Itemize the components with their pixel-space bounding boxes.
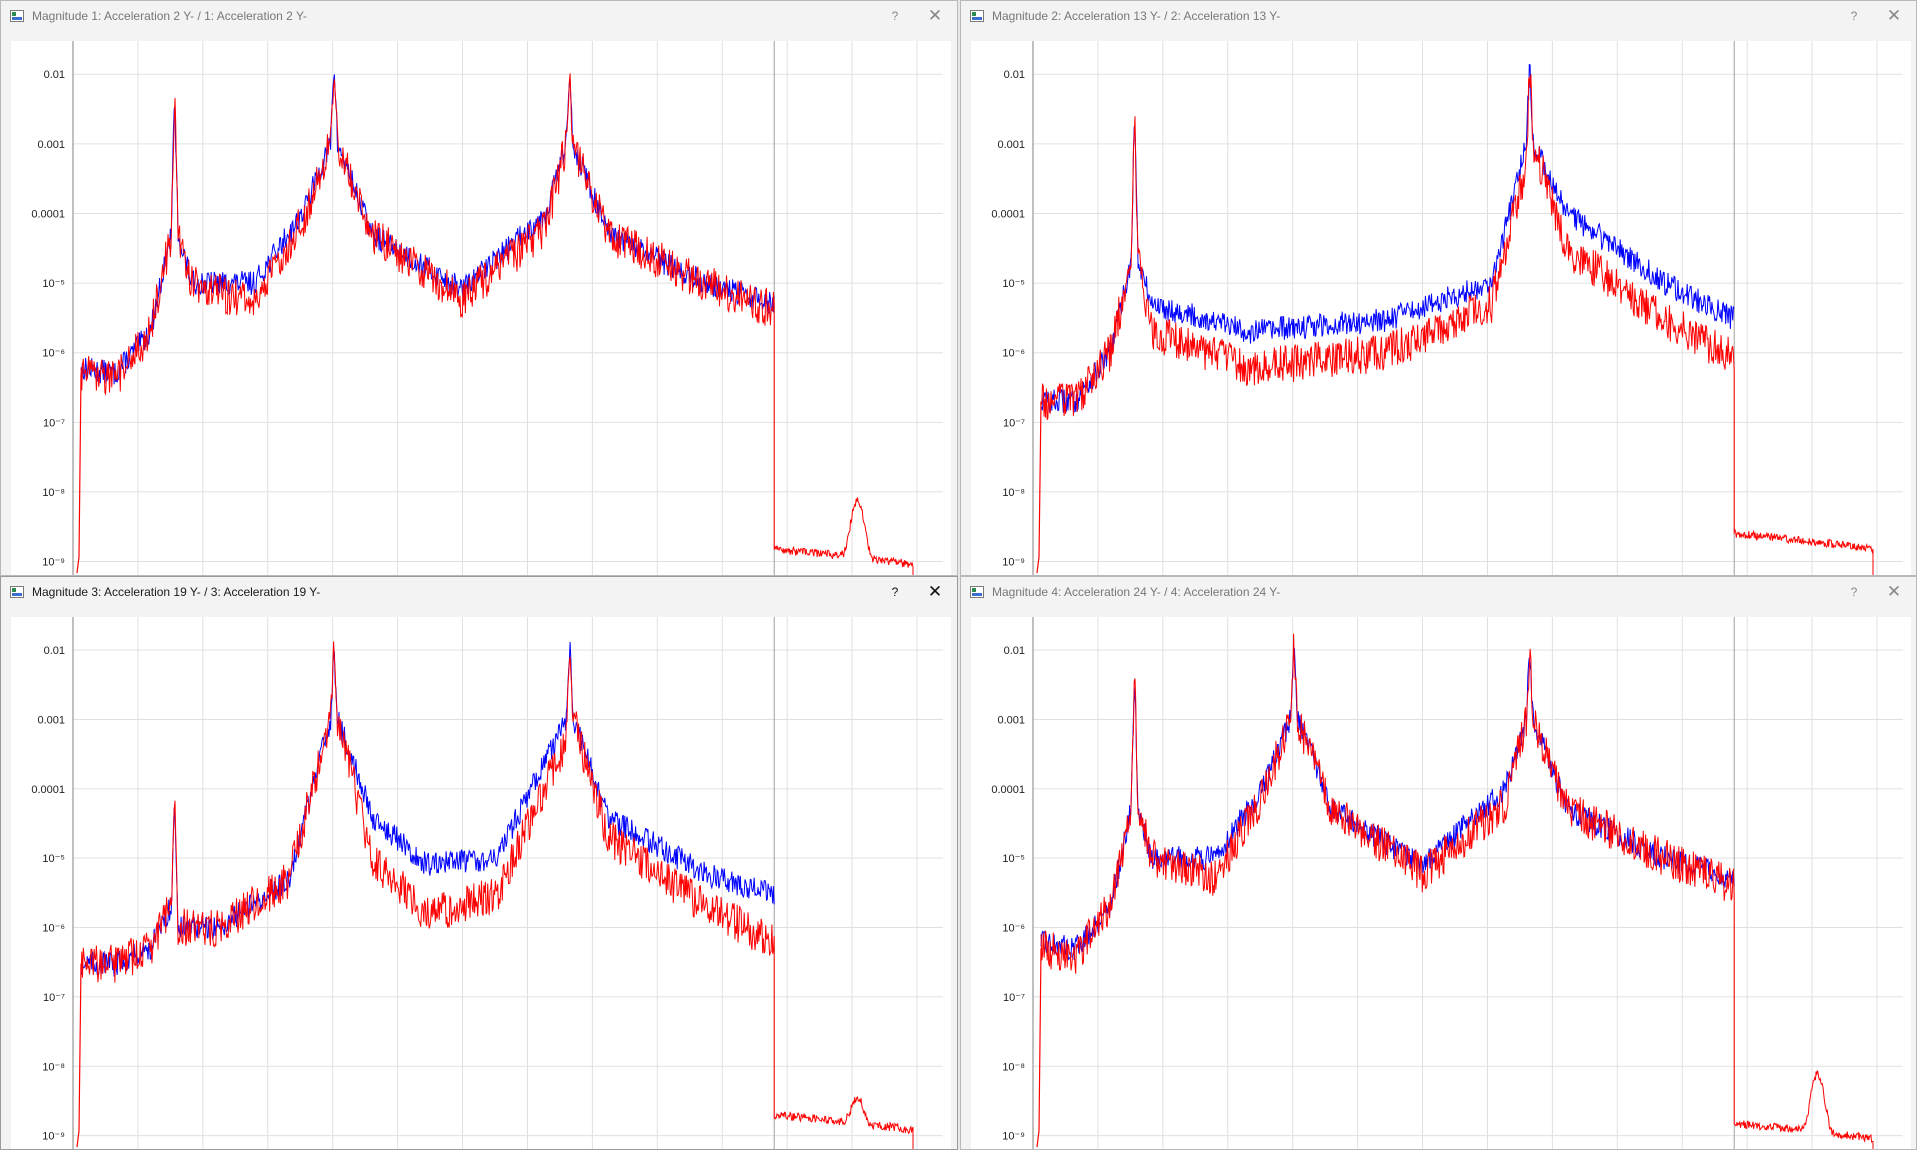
y-tick-label: 10⁻⁵ — [1002, 278, 1025, 290]
magnitude-chart: 0.01 0.001 0.0001 10⁻⁵ 10⁻⁶ 10⁻⁷ 10⁻⁸ 10⁻⁹ — [991, 617, 1903, 1149]
chart-area[interactable]: 0.01 0.001 0.0001 10⁻⁵ 10⁻⁶ 10⁻⁷ 10⁻⁸ 10⁻⁹ — [11, 617, 951, 1149]
series-blue-line — [1040, 647, 1735, 961]
plot-window-4[interactable]: Magnitude 4: Acceleration 24 Y- / 4: Acc… — [960, 576, 1917, 1150]
y-tick-label: 10⁻⁸ — [42, 487, 65, 499]
chart-area[interactable]: 0.01 0.001 0.0001 10⁻⁵ 10⁻⁶ 10⁻⁷ 10⁻⁸ 10⁻⁹ — [971, 617, 1911, 1149]
y-tick-label: 10⁻⁹ — [42, 557, 65, 569]
window-titlebar[interactable]: Magnitude 1: Acceleration 2 Y- / 1: Acce… — [1, 1, 957, 31]
y-tick-label: 10⁻⁷ — [43, 417, 65, 429]
y-tick-label: 0.0001 — [991, 784, 1025, 796]
y-tick-label: 10⁻⁵ — [42, 853, 65, 865]
app-icon — [10, 10, 24, 22]
plot-window-1[interactable]: Magnitude 1: Acceleration 2 Y- / 1: Acce… — [0, 0, 958, 576]
help-button[interactable]: ? — [1850, 9, 1858, 23]
magnitude-chart: 0.01 0.001 0.0001 10⁻⁵ 10⁻⁶ 10⁻⁷ 10⁻⁸ 10⁻⁹ — [991, 41, 1903, 575]
series-red-line — [80, 73, 914, 575]
y-tick-label: 10⁻⁶ — [1002, 923, 1025, 935]
y-tick-label: 10⁻⁸ — [1002, 487, 1025, 499]
series-blue-line — [80, 641, 775, 978]
app-icon — [970, 10, 984, 22]
app-icon — [10, 586, 24, 598]
plot-window-3[interactable]: Magnitude 3: Acceleration 19 Y- / 3: Acc… — [0, 576, 958, 1150]
chart-area[interactable]: 0.01 0.001 0.0001 10⁻⁵ 10⁻⁶ 10⁻⁷ 10⁻⁸ 10⁻⁹ — [11, 41, 951, 575]
y-tick-label: 10⁻⁶ — [1002, 348, 1025, 360]
y-tick-label: 10⁻⁹ — [1002, 557, 1025, 569]
y-tick-label: 10⁻⁹ — [1002, 1131, 1025, 1143]
help-button[interactable]: ? — [891, 9, 899, 23]
y-tick-label: 10⁻⁵ — [42, 278, 65, 290]
close-button[interactable]: ✕ — [927, 582, 943, 601]
chart-area[interactable]: 0.01 0.001 0.0001 10⁻⁵ 10⁻⁶ 10⁻⁷ 10⁻⁸ 10⁻⁹ — [971, 41, 1911, 575]
help-button[interactable]: ? — [891, 585, 899, 599]
window-title: Magnitude 4: Acceleration 24 Y- / 4: Acc… — [992, 585, 1281, 599]
y-tick-label: 0.001 — [997, 714, 1025, 726]
y-tick-label: 0.01 — [44, 645, 65, 657]
y-tick-label: 0.01 — [44, 69, 65, 81]
magnitude-chart: 0.01 0.001 0.0001 10⁻⁵ 10⁻⁶ 10⁻⁷ 10⁻⁸ 10⁻⁹ — [31, 41, 943, 575]
series-red-line — [80, 641, 914, 1149]
y-tick-label: 10⁻⁹ — [42, 1131, 65, 1143]
help-button[interactable]: ? — [1850, 585, 1858, 599]
y-tick-label: 0.001 — [997, 139, 1025, 151]
y-tick-label: 0.0001 — [31, 784, 65, 796]
y-tick-label: 0.001 — [37, 139, 65, 151]
window-titlebar[interactable]: Magnitude 4: Acceleration 24 Y- / 4: Acc… — [961, 577, 1916, 607]
window-title: Magnitude 2: Acceleration 13 Y- / 2: Acc… — [992, 9, 1281, 23]
window-title: Magnitude 1: Acceleration 2 Y- / 1: Acce… — [32, 9, 307, 23]
y-tick-label: 10⁻⁷ — [1003, 417, 1025, 429]
y-tick-label: 0.0001 — [31, 208, 65, 220]
window-titlebar[interactable]: Magnitude 2: Acceleration 13 Y- / 2: Acc… — [961, 1, 1916, 31]
magnitude-chart: 0.01 0.001 0.0001 10⁻⁵ 10⁻⁶ 10⁻⁷ 10⁻⁸ 10⁻⁹ — [31, 617, 943, 1149]
plot-window-2[interactable]: Magnitude 2: Acceleration 13 Y- / 2: Acc… — [960, 0, 1917, 576]
y-tick-label: 10⁻⁶ — [42, 923, 65, 935]
y-tick-label: 0.01 — [1004, 645, 1025, 657]
close-button[interactable]: ✕ — [1886, 582, 1902, 601]
y-tick-label: 0.001 — [37, 714, 65, 726]
close-button[interactable]: ✕ — [927, 6, 943, 25]
y-tick-label: 10⁻⁵ — [1002, 853, 1025, 865]
y-tick-label: 10⁻⁸ — [1002, 1061, 1025, 1073]
y-tick-label: 10⁻⁶ — [42, 348, 65, 360]
close-button[interactable]: ✕ — [1886, 6, 1902, 25]
window-titlebar[interactable]: Magnitude 3: Acceleration 19 Y- / 3: Acc… — [1, 577, 957, 607]
series-blue-line — [1040, 63, 1735, 413]
window-title: Magnitude 3: Acceleration 19 Y- / 3: Acc… — [32, 585, 321, 599]
app-icon — [970, 586, 984, 598]
series-red-line — [1040, 74, 1874, 575]
y-tick-label: 10⁻⁸ — [42, 1061, 65, 1073]
y-tick-label: 10⁻⁷ — [1003, 992, 1025, 1004]
series-blue-line — [80, 74, 775, 385]
y-tick-label: 10⁻⁷ — [43, 992, 65, 1004]
y-tick-label: 0.01 — [1004, 69, 1025, 81]
series-red-line — [1040, 633, 1874, 1149]
y-tick-label: 0.0001 — [991, 208, 1025, 220]
